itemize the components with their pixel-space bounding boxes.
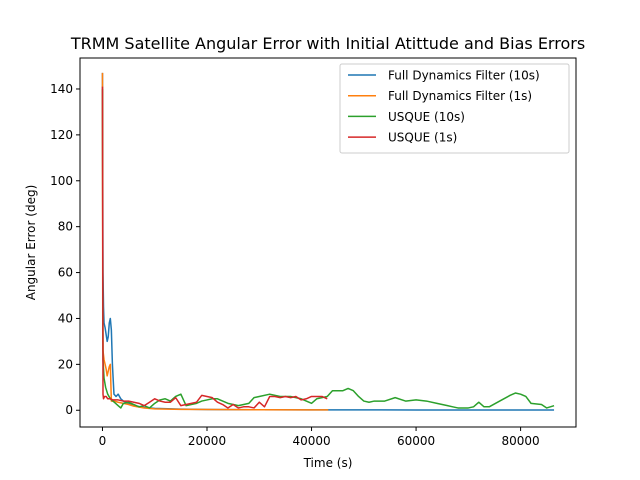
y-axis-label: Angular Error (deg) <box>24 185 38 301</box>
y-tick-label: 120 <box>50 128 73 142</box>
x-tick-label: 40000 <box>292 434 330 448</box>
chart-title: TRMM Satellite Angular Error with Initia… <box>70 34 585 53</box>
legend-label-0: Full Dynamics Filter (10s) <box>388 69 540 83</box>
x-tick-label: 0 <box>99 434 107 448</box>
y-tick-label: 80 <box>58 220 73 234</box>
x-tick-label: 60000 <box>397 434 435 448</box>
plot-lines <box>101 72 555 411</box>
x-tick-label: 20000 <box>188 434 226 448</box>
y-tick-label: 60 <box>58 266 73 280</box>
y-tick-label: 40 <box>58 311 73 325</box>
plot-frame <box>79 57 577 428</box>
y-tick-label: 0 <box>65 403 73 417</box>
y-axis: 0 20 40 60 80 100 120 140 <box>50 82 80 417</box>
legend: Full Dynamics Filter (10s) Full Dynamics … <box>339 63 570 154</box>
x-axis: 0 20000 40000 60000 80000 <box>99 427 540 448</box>
x-tick-label: 80000 <box>502 434 540 448</box>
y-tick-label: 20 <box>58 357 73 371</box>
legend-label-3: USQUE (1s) <box>388 131 457 145</box>
legend-box <box>339 63 570 154</box>
y-tick-label: 100 <box>50 174 73 188</box>
legend-label-2: USQUE (10s) <box>388 110 465 124</box>
legend-label-1: Full Dynamics Filter (1s) <box>388 89 532 103</box>
series-line-3 <box>101 86 328 409</box>
y-tick-label: 140 <box>50 82 73 96</box>
x-axis-label: Time (s) <box>303 456 353 470</box>
